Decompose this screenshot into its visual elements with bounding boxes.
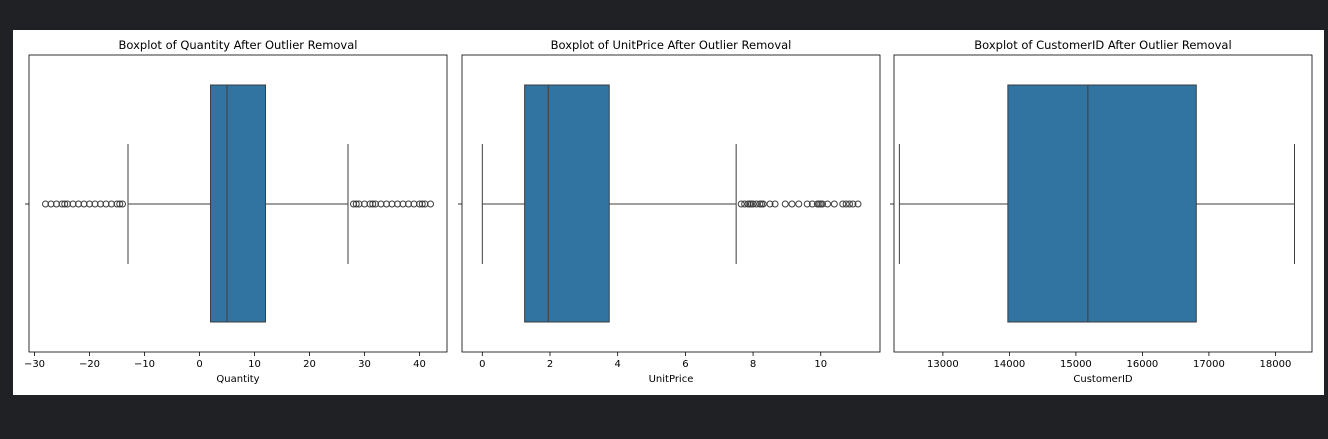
outlier-point — [808, 200, 816, 208]
outlier-point — [846, 200, 854, 208]
x-axis-label: UnitPrice — [649, 374, 694, 385]
iqr-box — [1007, 84, 1197, 323]
x-tick-label: 8 — [750, 359, 756, 370]
iqr-box — [524, 84, 610, 323]
figure: Boxplot of Quantity After Outlier Remova… — [13, 30, 1324, 395]
x-tick-label: 16000 — [1126, 359, 1158, 370]
outlier-point — [737, 200, 745, 208]
outlier-point — [352, 200, 360, 208]
outlier-point — [749, 200, 757, 208]
x-axis-label: CustomerID — [1073, 374, 1133, 385]
x-tick-label: 10 — [814, 359, 827, 370]
outlier-point — [849, 200, 857, 208]
x-tick-label: 0 — [196, 359, 202, 370]
outlier-point — [369, 200, 377, 208]
boxplot-figure: Boxplot of Quantity After Outlier Remova… — [24, 38, 1313, 385]
outlier-point — [766, 200, 774, 208]
x-tick-label: 18000 — [1260, 359, 1292, 370]
x-tick-label: 0 — [479, 359, 485, 370]
outlier-point — [795, 200, 803, 208]
outlier-point — [427, 200, 434, 208]
x-tick-label: 17000 — [1193, 359, 1225, 370]
x-tick-label: 2 — [547, 359, 553, 370]
chart-panel-3: Boxplot of CustomerID After Outlier Remo… — [890, 38, 1313, 385]
plot-frame — [893, 54, 1313, 353]
outlier-point — [839, 200, 847, 208]
outlier-point — [759, 200, 767, 208]
outlier-point — [116, 200, 124, 208]
chart-title: Boxplot of CustomerID After Outlier Remo… — [974, 38, 1231, 52]
x-tick-label: 40 — [413, 359, 426, 370]
outlier-point — [741, 200, 749, 208]
plot-frame — [461, 54, 881, 353]
x-tick-label: 4 — [615, 359, 621, 370]
plot-frame — [28, 54, 448, 353]
x-tick-label: 10 — [248, 359, 261, 370]
chart-title: Boxplot of UnitPrice After Outlier Remov… — [551, 38, 792, 52]
outlier-point — [119, 200, 126, 208]
x-tick-label: −20 — [79, 359, 100, 370]
x-tick-label: 30 — [358, 359, 371, 370]
x-axis-label: Quantity — [216, 374, 259, 385]
x-tick-label: 15000 — [1060, 359, 1092, 370]
outlier-point — [824, 200, 832, 208]
outlier-point — [771, 200, 779, 208]
x-tick-label: −30 — [24, 359, 45, 370]
outlier-point — [61, 200, 69, 208]
outlier-point — [781, 200, 789, 208]
outlier-point — [830, 200, 838, 208]
x-tick-label: 13000 — [927, 359, 959, 370]
outlier-point — [842, 200, 850, 208]
outlier-point — [803, 200, 811, 208]
chart-panel-2: Boxplot of UnitPrice After Outlier Remov… — [458, 38, 881, 385]
x-tick-label: −10 — [134, 359, 155, 370]
chart-panel-1: Boxplot of Quantity After Outlier Remova… — [24, 38, 448, 385]
x-tick-label: 6 — [682, 359, 688, 370]
chart-title: Boxplot of Quantity After Outlier Remova… — [119, 38, 358, 52]
x-tick-label: 20 — [303, 359, 316, 370]
outlier-point — [788, 200, 796, 208]
iqr-box — [210, 84, 266, 323]
x-tick-label: 14000 — [993, 359, 1025, 370]
outlier-point — [854, 200, 862, 208]
outlier-point — [752, 200, 760, 208]
outlier-point — [818, 200, 826, 208]
outlier-point — [418, 200, 426, 208]
